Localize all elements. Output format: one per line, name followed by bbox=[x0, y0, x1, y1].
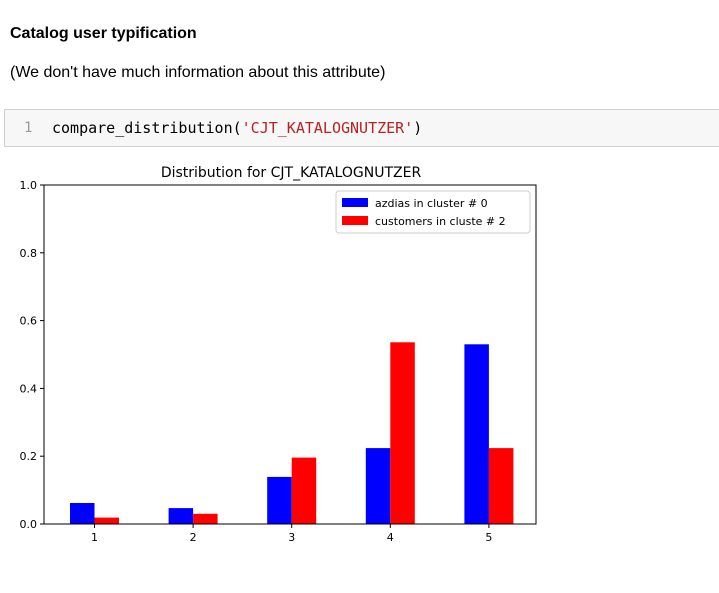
y-axis: 0.0 0.2 0.4 0.6 0.8 1.0 bbox=[20, 179, 44, 531]
bar-series0-cat1 bbox=[70, 503, 95, 524]
x-tick-label: 4 bbox=[387, 531, 394, 544]
code-line[interactable]: compare_distribution('CJT_KATALOGNUTZER'… bbox=[52, 119, 422, 137]
y-tick-label: 1.0 bbox=[20, 179, 38, 192]
y-tick-label: 0.2 bbox=[20, 450, 38, 463]
code-cell[interactable]: 1 compare_distribution('CJT_KATALOGNUTZE… bbox=[4, 109, 719, 147]
y-tick-label: 0.6 bbox=[20, 315, 38, 328]
bar-series1-cat3 bbox=[291, 457, 317, 524]
bar-series1-cat4 bbox=[390, 342, 415, 524]
x-tick-label: 1 bbox=[91, 531, 98, 544]
markdown-text: (We don't have much information about th… bbox=[10, 64, 386, 81]
x-tick-label: 5 bbox=[485, 531, 492, 544]
output-area: Distribution for CJT_KATALOGNUTZER 0.0 0.… bbox=[0, 150, 719, 588]
bars-group bbox=[70, 342, 514, 524]
code-closing-paren: ) bbox=[413, 119, 423, 137]
legend-swatch bbox=[342, 216, 368, 225]
legend-swatch bbox=[342, 198, 368, 207]
bar-series0-cat5 bbox=[464, 344, 489, 524]
bar-series1-cat2 bbox=[193, 513, 218, 524]
bar-series1-cat1 bbox=[94, 517, 119, 524]
markdown-heading: Catalog user typification bbox=[10, 25, 197, 42]
bar-series0-cat4 bbox=[365, 448, 391, 524]
code-string-literal: 'CJT_KATALOGNUTZER' bbox=[241, 119, 414, 137]
plot-frame bbox=[43, 184, 537, 525]
code-function-call: compare_distribution( bbox=[52, 119, 242, 137]
distribution-chart: Distribution for CJT_KATALOGNUTZER 0.00.… bbox=[20, 165, 537, 544]
line-number: 1 bbox=[24, 120, 33, 136]
bar-series0-cat3 bbox=[267, 476, 292, 524]
legend-label: azdias in cluster # 0 bbox=[375, 197, 488, 210]
legend-box bbox=[335, 190, 531, 234]
y-tick-label: 0.8 bbox=[20, 247, 38, 260]
x-tick-label: 2 bbox=[190, 531, 197, 544]
bar-series1-cat5 bbox=[488, 448, 514, 524]
legend-label: customers in cluste # 2 bbox=[375, 215, 506, 228]
chart-title: Distribution for CJT_KATALOGNUTZER bbox=[161, 165, 422, 181]
legend: azdias in cluster # 0 customers in cluste… bbox=[335, 190, 531, 234]
x-tick-label: 3 bbox=[288, 531, 295, 544]
bar-series0-cat2 bbox=[168, 508, 194, 524]
x-axis: 1 2 3 4 5 bbox=[91, 524, 492, 544]
y-tick-label: 0.0 bbox=[20, 518, 38, 531]
y-tick-label: 0.4 bbox=[20, 382, 38, 395]
